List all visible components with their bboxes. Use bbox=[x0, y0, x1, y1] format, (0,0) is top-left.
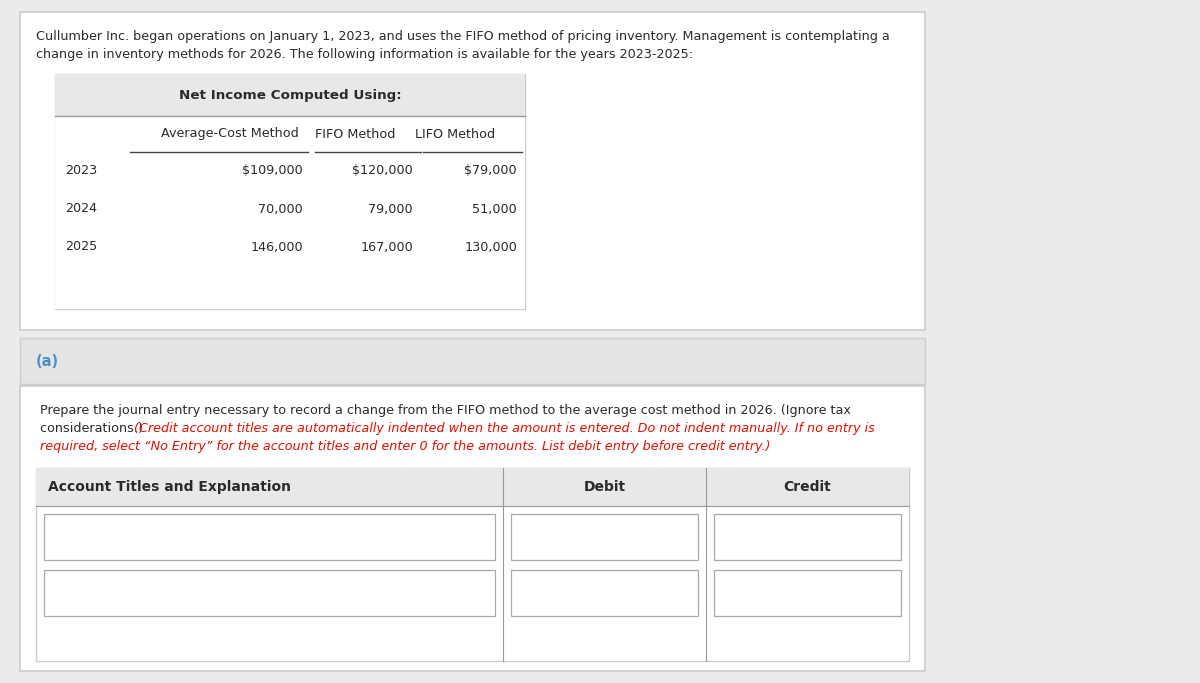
Text: 2024: 2024 bbox=[65, 202, 97, 216]
Text: (a): (a) bbox=[36, 354, 59, 369]
Text: (Credit account titles are automatically indented when the amount is entered. Do: (Credit account titles are automatically… bbox=[133, 422, 875, 435]
Bar bbox=[511, 570, 697, 616]
Text: 146,000: 146,000 bbox=[251, 240, 302, 253]
Bar bbox=[55, 74, 526, 309]
Bar bbox=[511, 514, 697, 560]
Text: change in inventory methods for 2026. The following information is available for: change in inventory methods for 2026. Th… bbox=[36, 48, 694, 61]
Bar bbox=[36, 468, 910, 661]
Text: $109,000: $109,000 bbox=[242, 165, 302, 178]
Text: 79,000: 79,000 bbox=[368, 202, 413, 216]
Text: 2025: 2025 bbox=[65, 240, 97, 253]
Text: 167,000: 167,000 bbox=[360, 240, 413, 253]
Text: LIFO Method: LIFO Method bbox=[415, 128, 496, 141]
Text: Prepare the journal entry necessary to record a change from the FIFO method to t: Prepare the journal entry necessary to r… bbox=[40, 404, 851, 417]
Bar bbox=[55, 116, 526, 309]
Text: 70,000: 70,000 bbox=[258, 202, 302, 216]
Text: Net Income Computed Using:: Net Income Computed Using: bbox=[179, 89, 401, 102]
Bar bbox=[44, 570, 496, 616]
Bar bbox=[714, 514, 901, 560]
Text: Cullumber Inc. began operations on January 1, 2023, and uses the FIFO method of : Cullumber Inc. began operations on Janua… bbox=[36, 30, 889, 43]
Text: required, select “No Entry” for the account titles and enter 0 for the amounts. : required, select “No Entry” for the acco… bbox=[40, 440, 770, 453]
Bar bbox=[20, 338, 925, 384]
Bar bbox=[714, 570, 901, 616]
Text: 130,000: 130,000 bbox=[464, 240, 517, 253]
Text: considerations.): considerations.) bbox=[40, 422, 146, 435]
Bar bbox=[36, 468, 910, 506]
Bar bbox=[20, 12, 925, 330]
Text: Average-Cost Method: Average-Cost Method bbox=[161, 128, 299, 141]
Bar bbox=[20, 386, 925, 671]
Text: Account Titles and Explanation: Account Titles and Explanation bbox=[48, 480, 292, 494]
Text: $79,000: $79,000 bbox=[464, 165, 517, 178]
Text: Credit: Credit bbox=[784, 480, 832, 494]
Text: $120,000: $120,000 bbox=[353, 165, 413, 178]
Text: Debit: Debit bbox=[583, 480, 625, 494]
Bar bbox=[55, 74, 526, 116]
Bar bbox=[44, 514, 496, 560]
Text: 51,000: 51,000 bbox=[473, 202, 517, 216]
Text: 2023: 2023 bbox=[65, 165, 97, 178]
Text: FIFO Method: FIFO Method bbox=[314, 128, 395, 141]
